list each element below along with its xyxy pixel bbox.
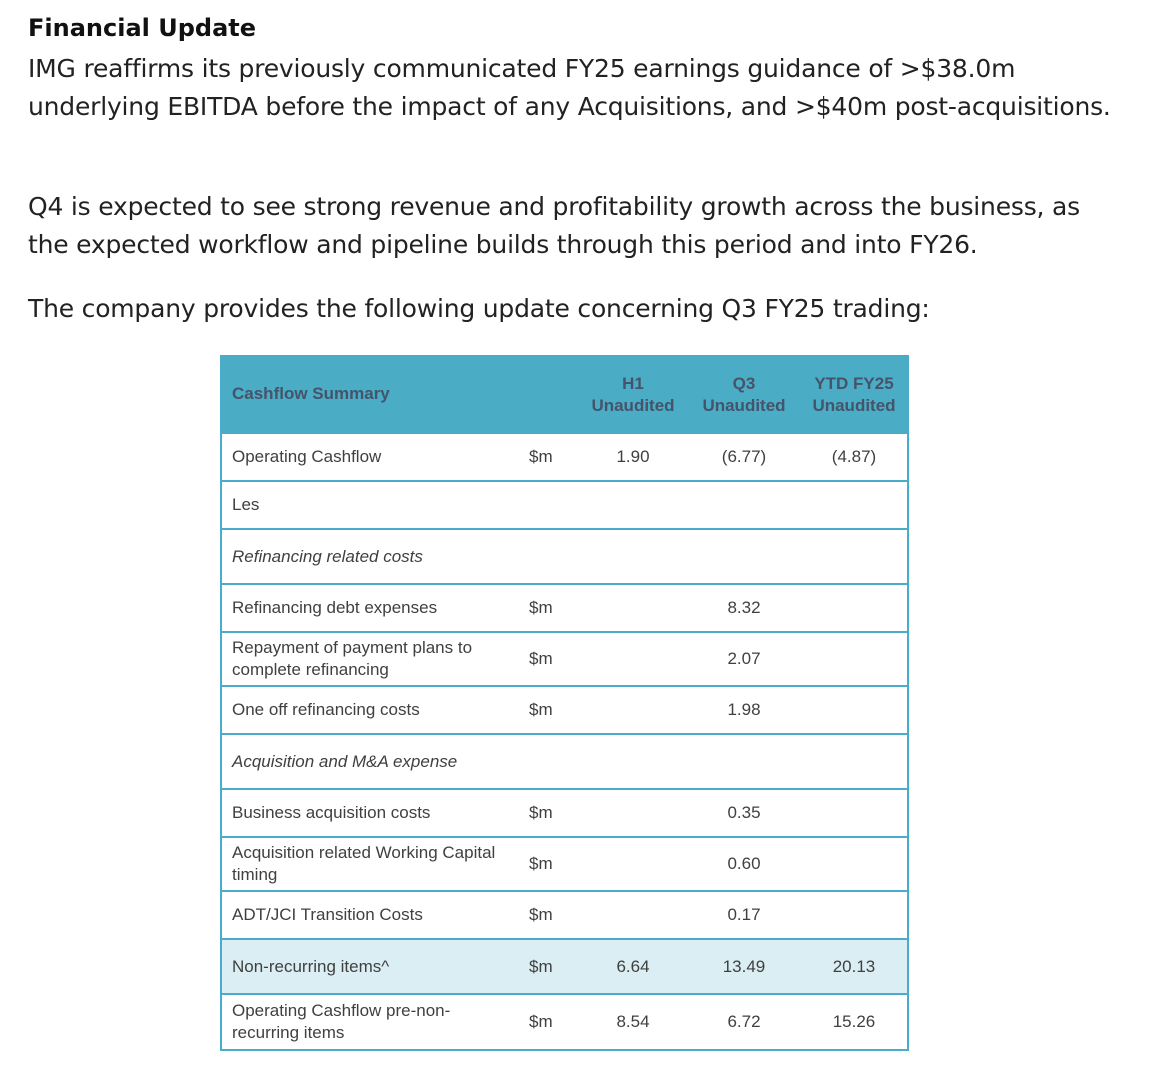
table-row: Refinancing debt expenses $m 8.32: [222, 585, 907, 633]
column-header-q3: Q3 Unaudited: [684, 373, 804, 417]
table-row: Acquisition and M&A expense: [222, 735, 907, 790]
column-header-line: Unaudited: [812, 396, 896, 415]
column-header-line: Unaudited: [702, 396, 786, 415]
table-row: Operating Cashflow $m 1.90 (6.77) (4.87): [222, 434, 907, 482]
table-row: Non-recurring items^ $m 6.64 13.49 20.13: [222, 940, 907, 995]
cell-q3: 2.07: [727, 649, 761, 668]
row-label: One off refinancing costs: [232, 700, 420, 719]
cell-q3: 0.60: [727, 854, 761, 873]
row-unit: $m: [529, 905, 553, 924]
row-label: Business acquisition costs: [232, 803, 431, 822]
column-header-ytd: YTD FY25 Unaudited: [794, 373, 914, 417]
table-title: Cashflow Summary: [232, 384, 390, 403]
row-unit: $m: [529, 598, 553, 617]
cell-q3: 13.49: [722, 956, 766, 976]
cell-q3: 0.35: [727, 803, 761, 822]
table-row: Les: [222, 482, 907, 530]
column-header-line: Q3: [732, 374, 756, 393]
cell-q3: 1.98: [727, 700, 761, 719]
row-label: ADT/JCI Transition Costs: [232, 905, 423, 924]
cell-q3: 6.72: [727, 1012, 761, 1031]
table-row: ADT/JCI Transition Costs $m 0.17: [222, 892, 907, 940]
table-row: Operating Cashflow pre-non-recurring ite…: [222, 995, 907, 1049]
cell-q3: 8.32: [727, 598, 761, 617]
row-label: Les: [232, 495, 260, 514]
row-unit: $m: [529, 649, 553, 668]
cell-q3: 0.17: [727, 905, 761, 924]
cell-ytd: 15.26: [832, 1012, 876, 1031]
cell-ytd: 20.13: [832, 956, 876, 976]
row-label: Acquisition and M&A expense: [232, 751, 458, 771]
column-header-line: YTD FY25: [814, 374, 894, 393]
update-intro-paragraph: The company provides the following updat…: [28, 294, 930, 323]
cell-q3: (6.77): [721, 447, 767, 466]
table-row: Refinancing related costs: [222, 530, 907, 585]
row-label: Refinancing related costs: [232, 546, 423, 566]
table-row: Business acquisition costs $m 0.35: [222, 790, 907, 838]
row-label: Repayment of payment plans to complete r…: [232, 638, 473, 679]
row-label: Operating Cashflow: [232, 447, 382, 466]
row-label: Operating Cashflow pre-non-recurring ite…: [232, 1001, 451, 1042]
row-unit: $m: [529, 700, 553, 719]
row-label: Refinancing debt expenses: [232, 598, 438, 617]
cell-h1: 6.64: [616, 956, 650, 976]
cell-h1: 1.90: [616, 447, 650, 466]
column-header-line: H1: [622, 374, 644, 393]
cell-ytd: (4.87): [831, 447, 877, 466]
row-unit: $m: [529, 447, 553, 466]
section-heading: Financial Update: [28, 14, 257, 42]
row-unit: $m: [529, 1012, 553, 1031]
table-body: Operating Cashflow $m 1.90 (6.77) (4.87) Les R…: [222, 434, 907, 1049]
column-header-line: Unaudited: [591, 396, 675, 415]
cell-h1: 8.54: [616, 1012, 650, 1031]
table-row: Repayment of payment plans to complete r…: [222, 633, 907, 687]
cashflow-summary-table: Cashflow Summary H1 Unaudited Q3 Unaudit…: [220, 355, 909, 1051]
outlook-paragraph: Q4 is expected to see strong revenue and…: [28, 192, 1080, 259]
table-row: Acquisition related Working Capital timi…: [222, 838, 907, 892]
table-row: One off refinancing costs $m 1.98: [222, 687, 907, 735]
row-label: Acquisition related Working Capital timi…: [232, 843, 496, 884]
column-header-h1: H1 Unaudited: [573, 373, 693, 417]
row-label: Non-recurring items^: [232, 956, 390, 976]
row-unit: $m: [529, 956, 553, 976]
table-header: Cashflow Summary H1 Unaudited Q3 Unaudit…: [222, 355, 907, 434]
row-unit: $m: [529, 854, 553, 873]
row-unit: $m: [529, 803, 553, 822]
guidance-paragraph: IMG reaffirms its previously communicate…: [28, 54, 1111, 121]
